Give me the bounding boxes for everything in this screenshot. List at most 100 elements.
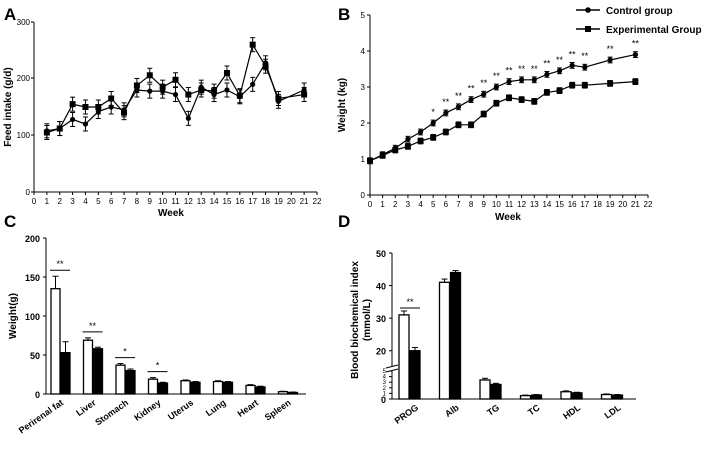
y-tick-label: 3	[361, 83, 366, 92]
data-point	[43, 129, 50, 136]
x-tick-label: 10	[492, 200, 501, 209]
panel-c: C 0 50 100 150 200 Weight(g) Perirenal fat Li…	[4, 212, 306, 435]
data-point	[468, 121, 475, 128]
x-category-label: LDL	[603, 402, 623, 421]
x-tick-label: 21	[631, 200, 640, 209]
y-tick-label: 150	[25, 273, 40, 283]
x-tick-label: 9	[148, 197, 153, 206]
data-point	[224, 87, 230, 93]
x-tick-label: 19	[274, 197, 283, 206]
panel-c-y-ticks: 0 50 100 150 200	[25, 234, 46, 400]
data-point	[519, 77, 525, 83]
significance-marker: *	[123, 347, 127, 357]
x-tick-label: 0	[368, 200, 373, 209]
y-tick-label: 200	[25, 234, 40, 244]
bar-experimental	[190, 381, 201, 395]
data-point	[481, 91, 487, 97]
x-tick-label: 17	[580, 200, 589, 209]
x-tick-label: 5	[431, 200, 436, 209]
panel-c-significance: ******	[50, 259, 168, 373]
data-point	[379, 152, 386, 159]
bar-experimental	[571, 392, 583, 400]
x-category-label: Heart	[236, 397, 261, 418]
x-tick-label: 5	[96, 197, 101, 206]
bar-experimental	[125, 369, 136, 395]
panel-a-y-ticks: 0 100 200 300	[17, 18, 34, 197]
data-point	[69, 116, 76, 123]
y-tick-label: 2	[361, 119, 366, 128]
bar-experimental	[611, 394, 624, 400]
x-category-label: PROG	[393, 402, 420, 425]
data-point	[455, 121, 462, 128]
panel-a-x-ticks: 0 1 2 3 4 5 6 7 8 9 10 11 12 13 14 15 16 17 18 19 20 21 22	[32, 192, 322, 206]
data-point	[632, 52, 638, 58]
x-tick-label: 15	[223, 197, 232, 206]
panel-b-y-ticks: 0 1 2 3 4 5	[361, 11, 370, 200]
bar-control	[398, 314, 410, 400]
x-tick-label: 19	[606, 200, 615, 209]
x-category-label: Kidney	[132, 397, 162, 422]
panel-a-ytick-0: 0	[26, 188, 31, 197]
panel-d-label: D	[338, 212, 350, 231]
significance-marker: **	[581, 51, 589, 61]
data-point	[468, 97, 474, 103]
data-point	[69, 101, 76, 108]
bar-experimental	[92, 348, 104, 395]
bar-experimental	[60, 352, 71, 395]
panel-d-x-labels: PROG Alb TG TC HDL LDL	[393, 402, 623, 426]
data-point	[146, 72, 153, 79]
data-point	[133, 82, 140, 89]
x-tick-label: 17	[248, 197, 257, 206]
data-point	[185, 91, 192, 98]
y-tick-label: 20	[376, 347, 386, 357]
y-tick-label: 3	[383, 380, 387, 386]
data-point	[543, 89, 550, 96]
data-point	[405, 136, 411, 142]
bar-control	[147, 378, 159, 395]
significance-marker: **	[406, 297, 414, 307]
x-category-label: TC	[526, 402, 542, 417]
x-tick-label: 4	[83, 197, 88, 206]
data-point	[544, 71, 550, 77]
data-point	[56, 125, 63, 132]
x-tick-label: 10	[158, 197, 167, 206]
bar-experimental	[255, 386, 266, 395]
significance-marker: **	[480, 78, 488, 88]
data-point	[569, 62, 575, 68]
significance-marker: **	[543, 58, 551, 68]
x-tick-label: 2	[393, 200, 398, 209]
x-tick-label: 6	[109, 197, 114, 206]
significance-marker: **	[455, 91, 463, 101]
bar-experimental	[157, 382, 169, 395]
significance-marker: **	[56, 259, 64, 269]
x-tick-label: 6	[444, 200, 449, 209]
panel-a-ytick-100: 100	[17, 131, 31, 140]
panel-a-x-label: Week	[158, 208, 184, 219]
bar-experimental	[449, 271, 462, 400]
panel-b-y-label: Weight (kg)	[337, 78, 348, 132]
bar-experimental	[530, 394, 543, 400]
significance-marker: **	[531, 64, 539, 74]
x-category-label: Spleen	[263, 397, 293, 422]
x-category-label: Liver	[74, 397, 98, 418]
x-tick-label: 11	[171, 197, 180, 206]
panel-b-significance: ************* ** **** **** ******	[431, 39, 639, 117]
x-tick-label: 3	[70, 197, 75, 206]
panel-d-y-label-line1: Blood biochemical index	[350, 261, 361, 379]
x-tick-label: 7	[456, 200, 461, 209]
x-tick-label: 2	[58, 197, 63, 206]
x-tick-label: 8	[469, 200, 474, 209]
x-tick-label: 22	[313, 197, 322, 206]
x-tick-label: 16	[568, 200, 577, 209]
x-tick-label: 20	[618, 200, 627, 209]
x-tick-label: 1	[45, 197, 50, 206]
x-category-label: HDL	[561, 402, 582, 421]
y-tick-label: 4	[383, 375, 387, 381]
y-tick-label: 1	[383, 391, 387, 397]
data-point	[159, 84, 166, 91]
x-tick-label: 3	[406, 200, 411, 209]
data-point	[198, 87, 205, 93]
